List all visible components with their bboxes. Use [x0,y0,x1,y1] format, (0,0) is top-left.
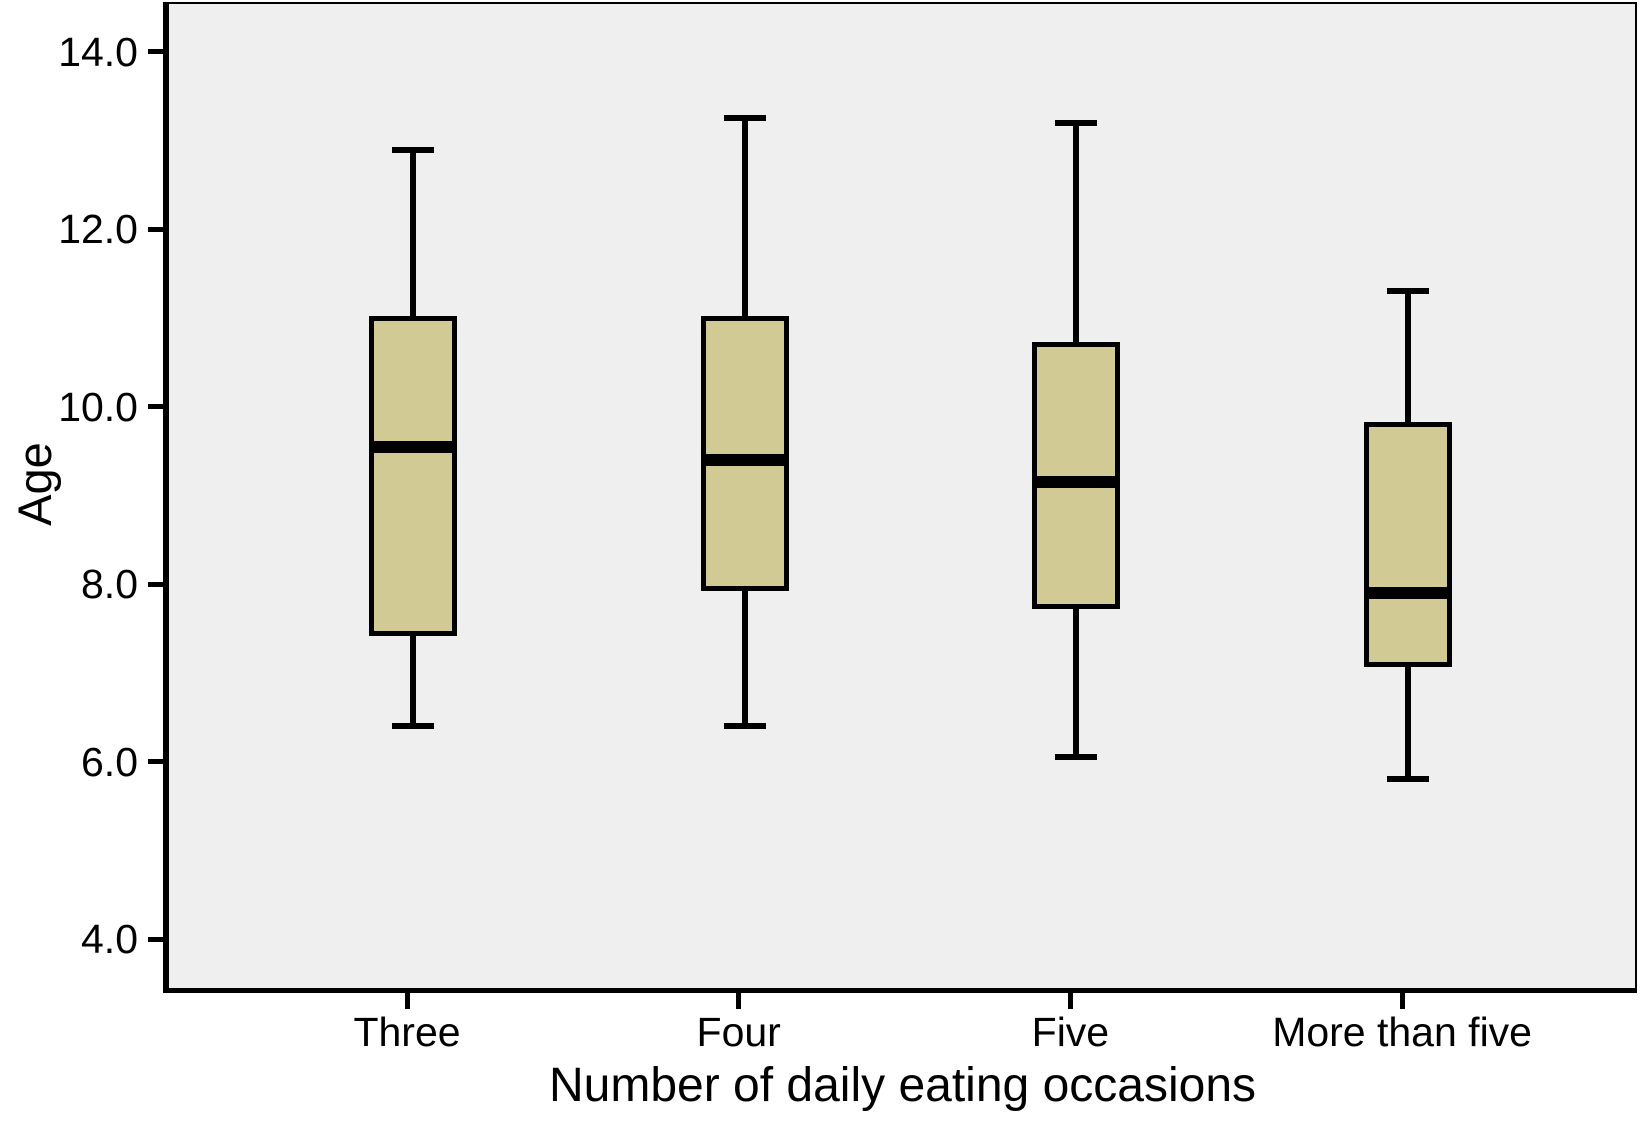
median-more-than-five [1364,587,1453,600]
y-axis-tick-12.0 [148,226,164,232]
x-axis-tick-five [1067,993,1073,1009]
y-axis-tick-label: 12.0 [58,206,138,253]
box-three [369,315,457,636]
median-three [369,440,457,453]
x-axis-title: Number of daily eating occasions [548,1059,1257,1112]
median-four [700,454,789,467]
x-axis-tick-more-than-five [1399,993,1405,1009]
whisker-cap-top-five [1055,119,1098,126]
y-axis-tick-label: 6.0 [81,738,138,785]
y-axis-tick-4.0 [148,936,164,942]
whisker-cap-bottom-three [392,723,434,730]
whisker-cap-top-three [392,146,434,153]
y-axis-tick-8.0 [148,581,164,587]
y-axis-tick-label: 14.0 [58,28,138,75]
whisker-cap-bottom-five [1055,754,1098,761]
x-axis-label-three: Three [353,1009,461,1055]
box-more-than-five [1364,422,1453,667]
x-axis-tick-three [404,993,410,1009]
whisker-cap-bottom-more-than-five [1387,776,1430,783]
y-axis-tick-label: 4.0 [81,916,138,963]
plot-area [163,2,1637,993]
box-five [1032,342,1121,609]
box-four [700,315,789,592]
x-axis-label-five: Five [1031,1009,1110,1055]
x-axis-label-four: Four [696,1009,781,1055]
x-axis-tick-four [736,993,742,1009]
whisker-cap-top-four [723,115,766,122]
median-five [1032,476,1121,489]
y-axis-tick-14.0 [148,49,164,55]
y-axis-tick-10.0 [148,404,164,410]
whisker-cap-bottom-four [723,723,766,730]
x-axis-label-more-than-five: More than five [1272,1009,1532,1055]
y-axis-tick-label: 10.0 [58,383,138,430]
y-axis-tick-label: 8.0 [81,561,138,608]
y-axis-tick-6.0 [148,759,164,765]
whisker-cap-top-more-than-five [1387,288,1430,295]
